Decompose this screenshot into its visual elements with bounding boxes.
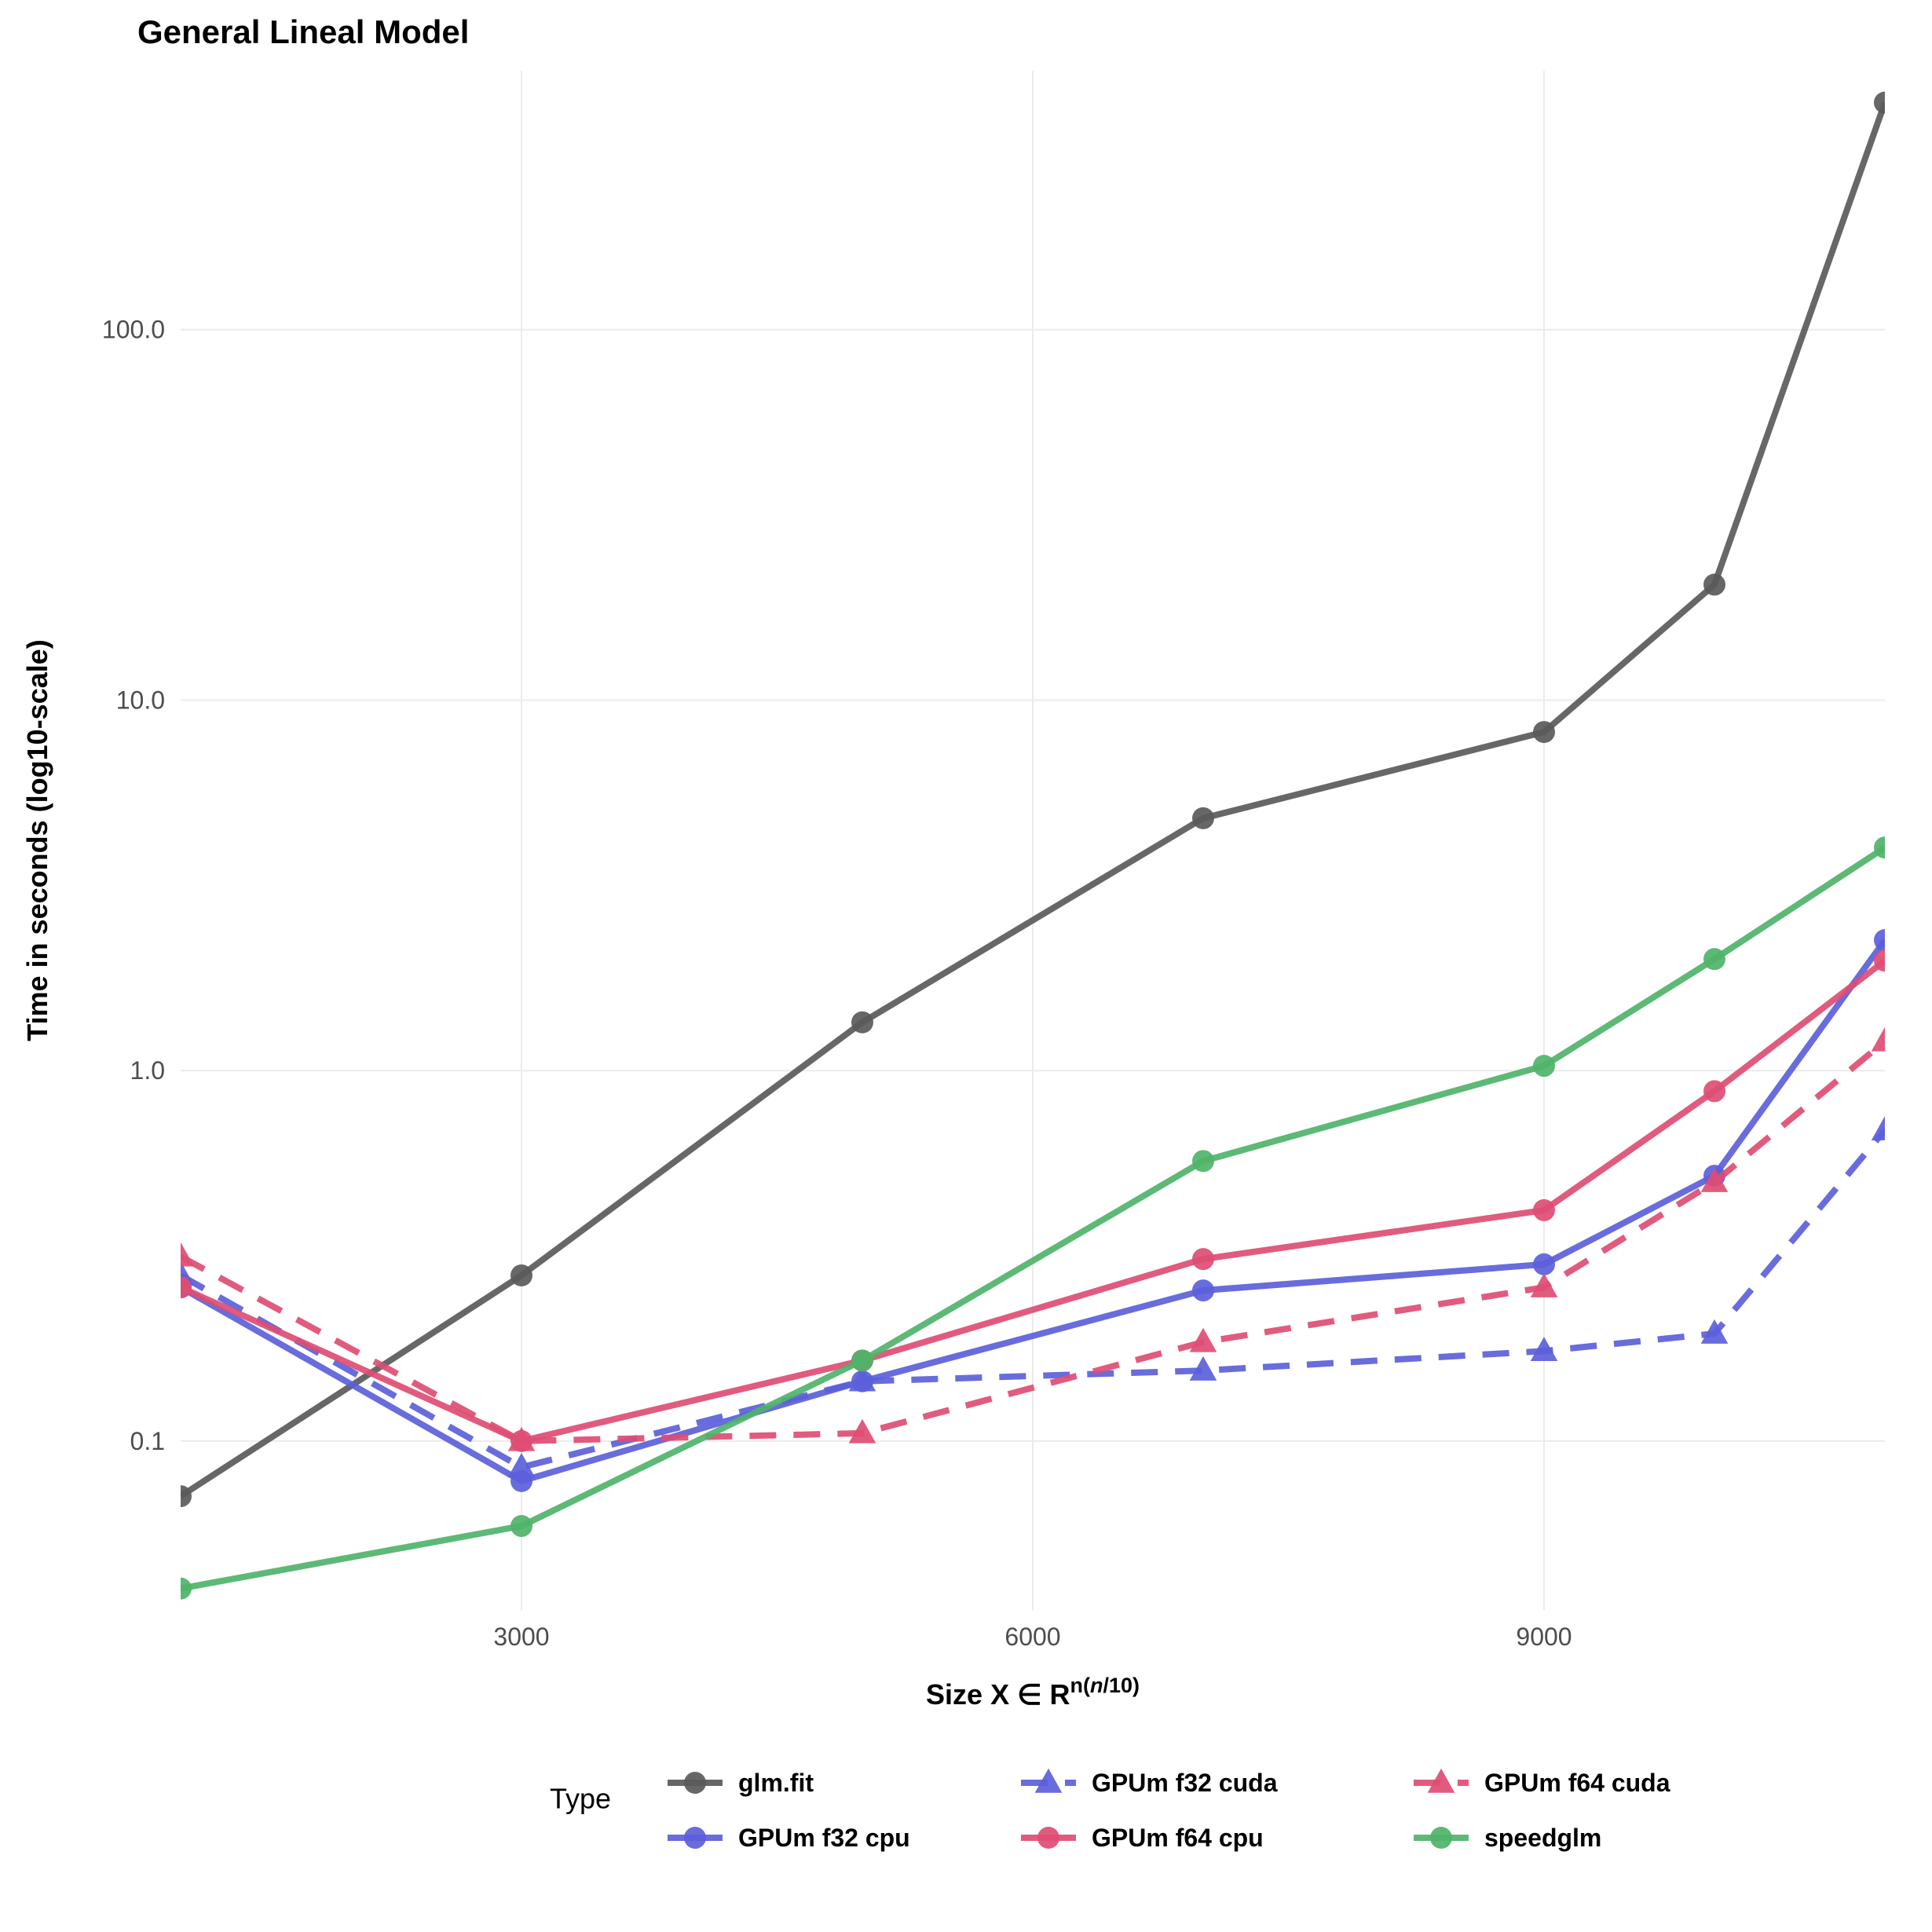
chart-container: General Lineal Model 3000 6000 9000 0.1 1.0 10…	[0, 0, 1932, 1932]
x-tick-label: 9000	[1516, 1623, 1572, 1651]
y-tick-label: 100.0	[102, 316, 165, 344]
x-tick-label: 6000	[1004, 1623, 1060, 1651]
legend-label: GPUm f64 cpu	[1092, 1824, 1264, 1852]
legend-label: GPUm f32 cpu	[738, 1824, 910, 1852]
legend-label: speedglm	[1484, 1824, 1601, 1852]
chart-svg: General Lineal Model 3000 6000 9000 0.1 1.0 10…	[0, 0, 1932, 1932]
chart-title: General Lineal Model	[137, 13, 469, 50]
legend-label: glm.fit	[738, 1769, 814, 1797]
legend-title: Type	[550, 1783, 611, 1815]
y-tick-label: 10.0	[116, 686, 165, 714]
y-axis-label: Time in seconds (log10-scale)	[21, 639, 53, 1041]
legend-label: GPUm f64 cuda	[1484, 1769, 1670, 1797]
legend-item: speedglm	[1414, 1824, 1601, 1852]
x-tick-label: 3000	[493, 1623, 549, 1651]
legend-label: GPUm f32 cuda	[1092, 1769, 1278, 1797]
y-tick-label: 0.1	[130, 1427, 165, 1455]
y-tick-label: 1.0	[130, 1056, 165, 1085]
